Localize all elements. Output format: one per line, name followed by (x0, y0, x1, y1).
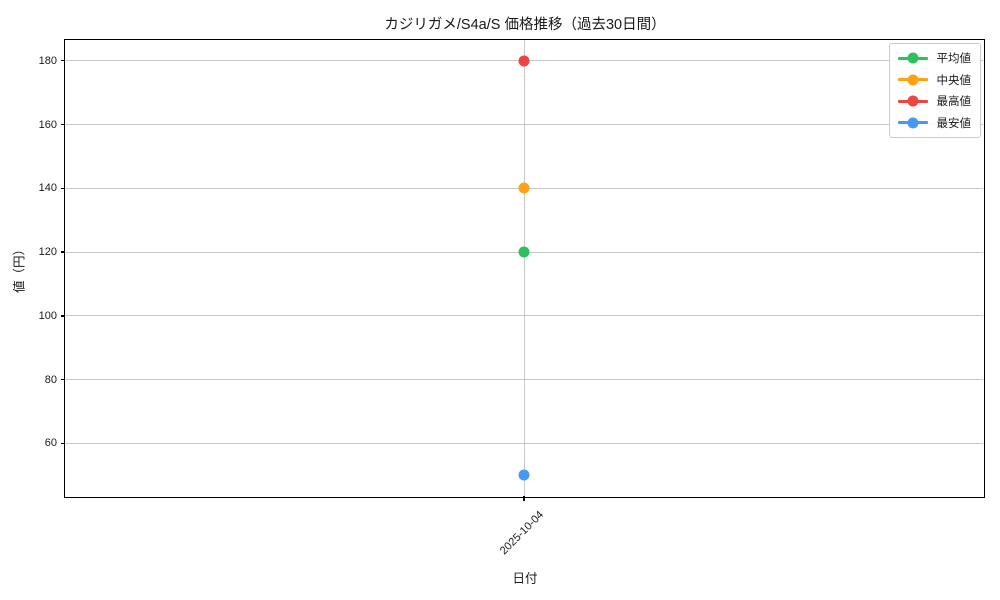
y-tick-mark (60, 187, 65, 189)
data-point-最高値 (518, 55, 530, 67)
y-tick-mark (60, 123, 65, 126)
chart-title: カジリガメ/S4a/S 価格推移（過去30日間） (384, 17, 666, 33)
y-tick-label: 160 (38, 118, 57, 131)
legend-dot-icon (907, 74, 918, 85)
legend-dot-icon (907, 95, 918, 107)
data-point-中央値 (518, 182, 530, 194)
legend-label: 中央値 (936, 74, 972, 87)
legend-label: 最安値 (936, 117, 972, 130)
x-tick-label: 2025-10-04 (497, 508, 547, 558)
y-tick-label: 100 (38, 309, 57, 322)
legend-item-中央値: 中央値 (897, 72, 972, 88)
legend-line-marker-icon (897, 117, 928, 128)
y-axis-label: 値（円） (12, 242, 27, 294)
legend-label: 平均値 (936, 53, 972, 65)
y-tick-mark (60, 60, 65, 62)
legend-line-marker-icon (897, 52, 928, 64)
data-point-最安値 (518, 469, 530, 481)
legend-item-最高値: 最高値 (897, 93, 972, 109)
legend-item-平均値: 平均値 (897, 50, 972, 66)
y-tick-mark (60, 442, 65, 445)
y-tick-label: 120 (38, 246, 57, 259)
data-point-平均値 (518, 246, 530, 258)
legend-line-marker-icon (897, 95, 928, 107)
y-tick-label: 80 (44, 373, 57, 386)
y-tick-mark (60, 251, 65, 253)
legend-dot-icon (907, 117, 918, 128)
legend-dot-icon (907, 52, 918, 64)
gridline-vertical (523, 40, 525, 496)
legend-item-最安値: 最安値 (897, 115, 972, 131)
y-tick-mark (60, 378, 65, 381)
y-tick-label: 60 (44, 437, 57, 450)
legend-label: 最高値 (936, 96, 972, 108)
x-axis-label: 日付 (512, 571, 538, 586)
x-tick-mark (523, 496, 525, 501)
y-tick-mark (60, 315, 65, 317)
y-tick-label: 180 (38, 54, 57, 67)
legend-line-marker-icon (897, 74, 928, 85)
y-tick-label: 140 (38, 182, 57, 195)
legend: 平均値中央値最高値最安値 (888, 43, 981, 138)
